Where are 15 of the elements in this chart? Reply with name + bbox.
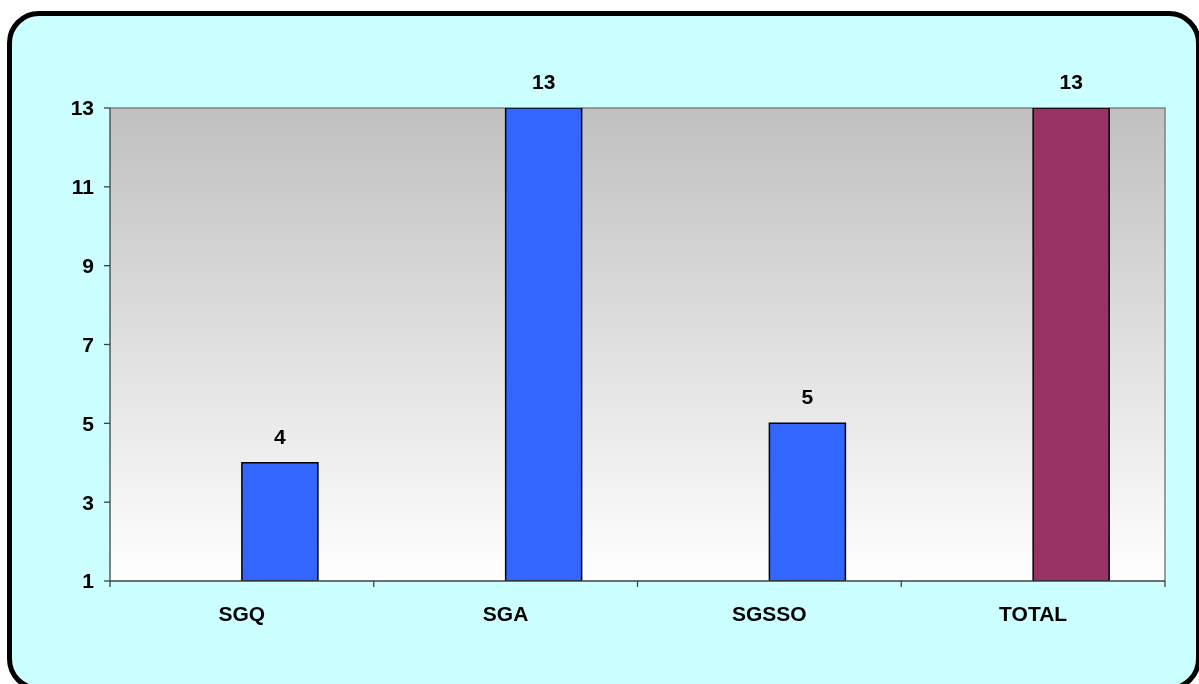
x-tick-label: SGA [482,602,529,625]
data-label: 13 [1059,70,1083,93]
y-tick-label: 13 [70,96,94,120]
x-tick-label: SGSSO [732,602,807,625]
y-tick-label: 3 [82,490,94,514]
y-tick-label: 11 [71,175,95,199]
y-tick-label: 5 [82,411,95,435]
data-label: 13 [531,70,556,93]
x-tick-label: SGQ [218,602,266,625]
y-tick-label: 1 [82,569,95,593]
data-label: 5 [801,385,814,409]
data-label: 4 [274,424,287,448]
x-tick-label: TOTAL [999,602,1068,625]
y-tick-label: 9 [82,254,94,278]
y-tick-label: 7 [82,332,94,356]
